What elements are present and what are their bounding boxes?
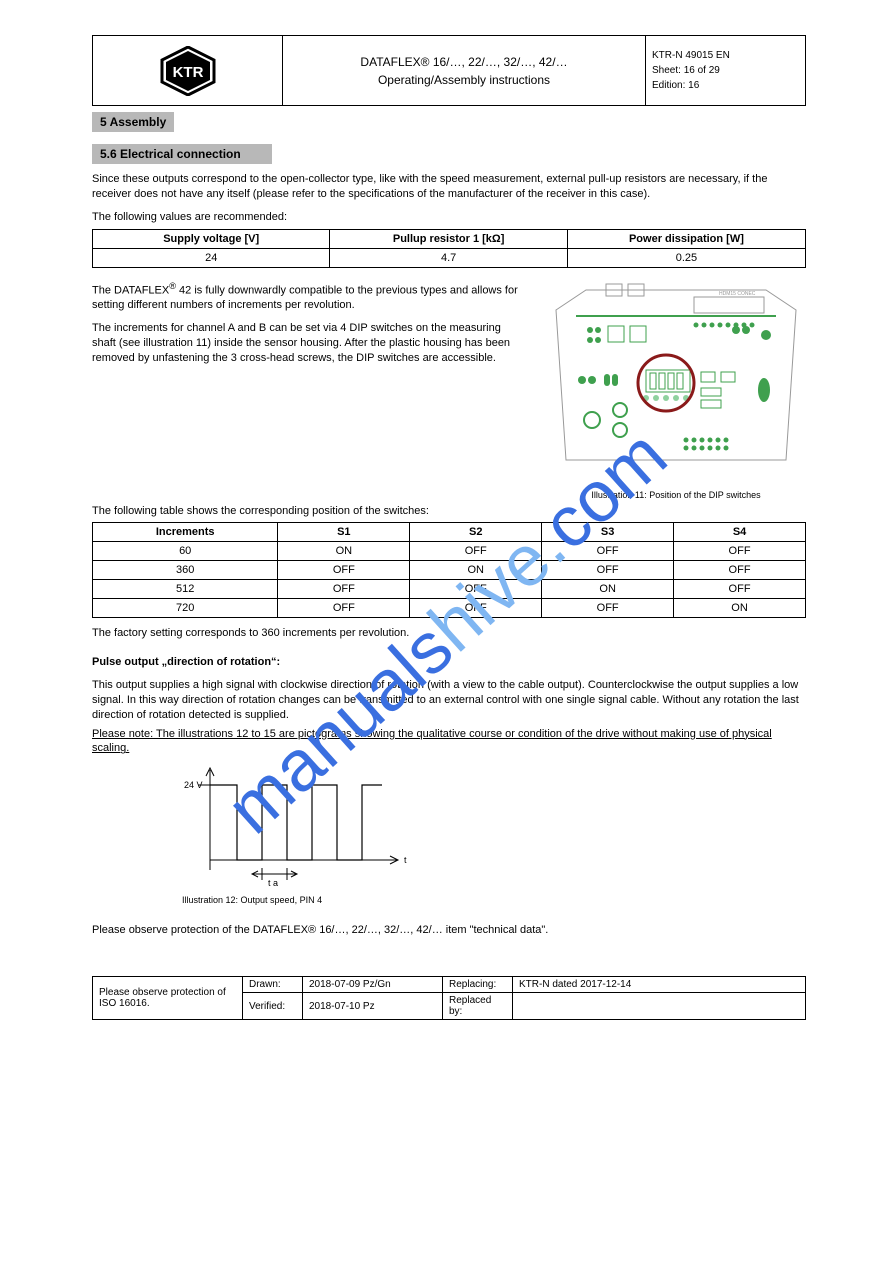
para-1: Since these outputs correspond to the op… (92, 172, 806, 202)
dip-th-4: S4 (674, 523, 806, 542)
pulse-caption: Illustration 12: Output speed, PIN 4 (182, 895, 806, 905)
pulse-heading: Pulse output „direction of rotation“: (92, 655, 806, 670)
pullup-th-p: Power dissipation [W] (567, 229, 805, 248)
header-title-cell: DATAFLEX® 16/…, 22/…, 32/…, 42/… Operati… (283, 36, 646, 106)
header-table: KTR DATAFLEX® 16/…, 22/…, 32/…, 42/… Ope… (92, 35, 806, 106)
protection-note: Please observe protection of the DATAFLE… (92, 923, 806, 938)
pcb-caption: Illustration 11: Position of the DIP swi… (546, 490, 806, 500)
ed-val: 16 (688, 80, 699, 91)
doc-val: 49015 EN (685, 50, 729, 61)
svg-text:t a: t a (268, 878, 278, 888)
ktr-logo-icon: KTR (159, 46, 217, 96)
section-5-title: 5 Assembly (92, 112, 174, 132)
dip-th-0: Increments (93, 523, 278, 542)
pullup-td-p: 0.25 (567, 248, 805, 267)
para-3c: The increments for channel A and B can b… (92, 321, 522, 366)
header-meta-cell: KTR-N 49015 EN Sheet: 16 of 29 Edition: … (646, 36, 806, 106)
pulse-para-b: Please note: The illustrations 12 to 15 … (92, 727, 806, 757)
pulse-diagram-icon: t 24 V t a (182, 760, 422, 890)
para-2: The following values are recommended: (92, 210, 806, 225)
dip-row: 360 OFF ON OFF OFF (93, 561, 806, 580)
footer-drawn-val: 2018-07-09 Pz/Gn (303, 977, 443, 993)
footer-verified-val: 2018-07-10 Pz (303, 993, 443, 1020)
dip-th-3: S3 (542, 523, 674, 542)
header-title-2: Operating/Assembly instructions (284, 71, 644, 89)
footer-table: Please observe protection of ISO 16016. … (92, 976, 806, 1020)
dip-table: Increments S1 S2 S3 S4 60 ON OFF OFF OFF… (92, 522, 806, 618)
pullup-th-r: Pullup resistor 1 [kΩ] (330, 229, 567, 248)
pullup-td-v: 24 (93, 248, 330, 267)
pullup-table: Supply voltage [V] Pullup resistor 1 [kΩ… (92, 229, 806, 268)
footer-verified-label: Verified: (243, 993, 303, 1020)
ed-label: Edition: (652, 80, 685, 91)
dip-th-2: S2 (410, 523, 542, 542)
pullup-td-r: 4.7 (330, 248, 567, 267)
dip-row: 512 OFF OFF ON OFF (93, 580, 806, 599)
para-3: The DATAFLEX® 42 is fully downwardly com… (92, 280, 522, 313)
dip-row: 720 OFF OFF OFF ON (93, 599, 806, 618)
footer-drawn-label: Drawn: (243, 977, 303, 993)
footer-repl-val: KTR-N dated 2017-12-14 (513, 977, 806, 993)
footer-replby-label: Replaced by: (443, 993, 513, 1020)
footer-replby-val (513, 993, 806, 1020)
dip-th-1: S1 (278, 523, 410, 542)
sheet-val: 16 of 29 (684, 65, 720, 76)
footer-warn-cell: Please observe protection of ISO 16016. (93, 977, 243, 1020)
pulse-para-a: This output supplies a high signal with … (92, 678, 806, 723)
dip-intro: The following table shows the correspond… (92, 504, 806, 519)
svg-text:t: t (404, 855, 407, 865)
pcb-diagram-icon: HDM15 CONEC (546, 280, 806, 485)
logo-cell: KTR (93, 36, 283, 106)
sheet-label: Sheet: (652, 65, 681, 76)
header-title-1: DATAFLEX® 16/…, 22/…, 32/…, 42/… (284, 53, 644, 71)
pullup-th-v: Supply voltage [V] (93, 229, 330, 248)
section-5-6-title: 5.6 Electrical connection (92, 144, 272, 164)
svg-text:KTR: KTR (172, 64, 203, 81)
dip-row: 60 ON OFF OFF OFF (93, 542, 806, 561)
svg-text:HDM15 CONEC: HDM15 CONEC (719, 291, 756, 297)
footer-repl-label: Replacing: (443, 977, 513, 993)
dip-note: The factory setting corresponds to 360 i… (92, 626, 806, 641)
doc-label: KTR-N (652, 50, 683, 61)
